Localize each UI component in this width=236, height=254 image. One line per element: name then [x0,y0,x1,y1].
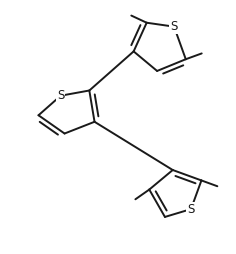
Text: S: S [57,89,64,102]
Text: S: S [187,203,195,216]
Text: S: S [170,20,178,33]
